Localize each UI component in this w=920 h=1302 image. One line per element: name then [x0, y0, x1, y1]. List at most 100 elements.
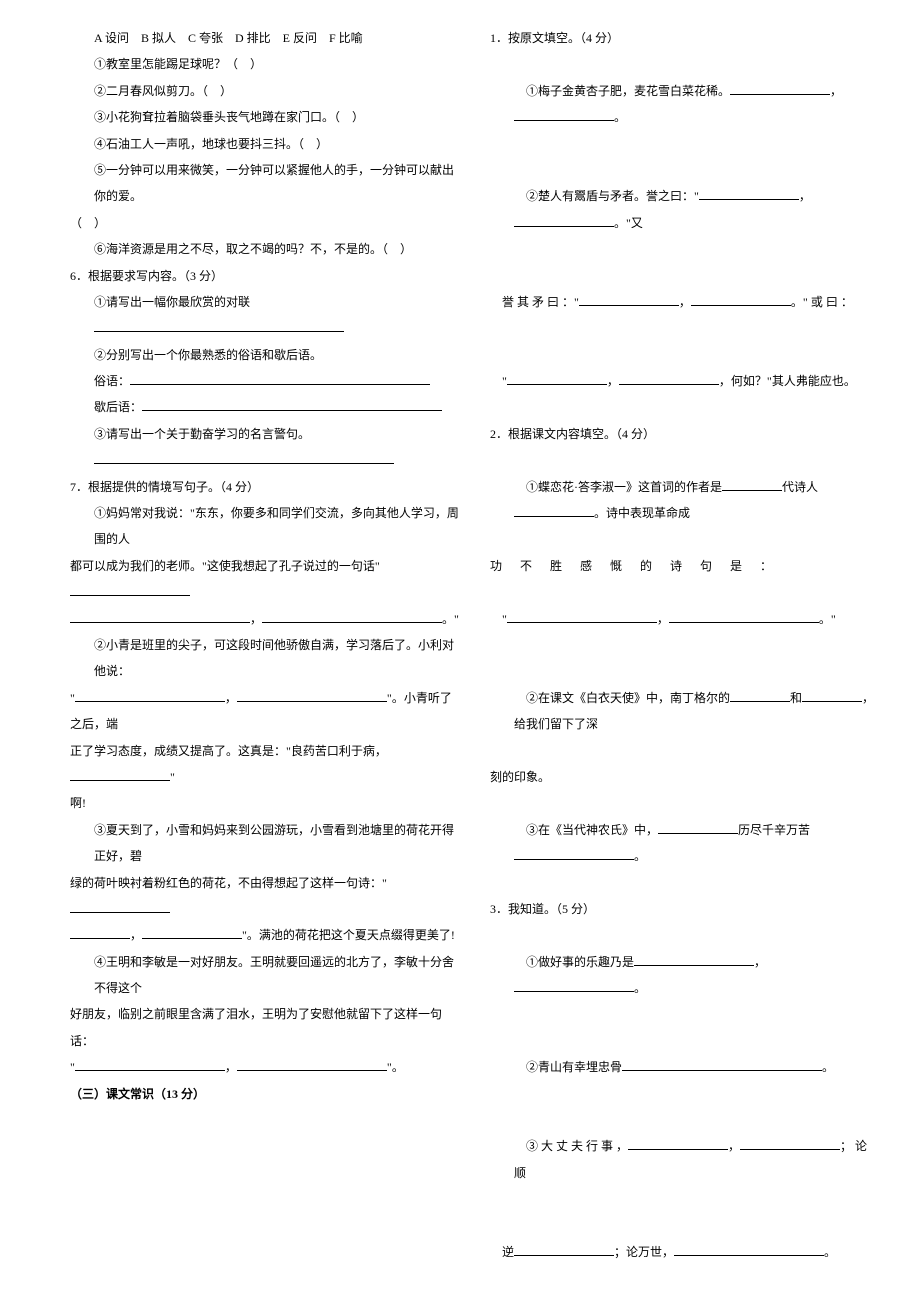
- r2-1a-text: ①蝶恋花·答李淑一》这首词的作者是: [526, 480, 722, 494]
- q5-4: ④石油工人一声吼，地球也要抖三抖。（ ）: [70, 131, 460, 157]
- q6-2b: 歇后语：: [70, 394, 460, 420]
- q6-3-blank: [70, 447, 460, 473]
- blank: [514, 505, 594, 517]
- q5-3: ③小花狗耷拉着脑袋垂头丧气地蹲在家门口。（ ）: [70, 104, 460, 130]
- blank: [237, 690, 387, 702]
- r2-1a: ①蝶恋花·答李淑一》这首词的作者是代诗人。诗中表现革命成: [490, 447, 880, 553]
- r3-1-text: ①做好事的乐趣乃是: [526, 955, 634, 969]
- r2-heading: 2．根据课文内容填空。（4 分）: [490, 421, 880, 447]
- blank: [507, 373, 607, 385]
- q7-1b-text: 都可以成为我们的老师。"这使我想起了孔子说过的一句话": [70, 559, 380, 573]
- q5-5b: （ ）: [70, 210, 460, 236]
- r2-1b: 代诗人: [782, 480, 818, 494]
- r1-2a: ②楚人有鬻盾与矛者。誉之曰："，。"又: [490, 157, 880, 263]
- section-3-heading: （三）课文常识（13 分）: [70, 1081, 460, 1107]
- blank: [507, 611, 657, 623]
- q6-heading: 6．根据要求写内容。（3 分）: [70, 263, 460, 289]
- blank: [619, 373, 719, 385]
- right-column: 1．按原文填空。（4 分） ①梅子金黄杏子肥，麦花雪白菜花稀。，。 ②楚人有鬻盾…: [475, 25, 880, 631]
- q6-3: ③请写出一个关于勤奋学习的名言警句。: [70, 421, 460, 447]
- r3-3b: ，: [728, 1139, 740, 1153]
- r1-1: ①梅子金黄杏子肥，麦花雪白菜花稀。，。: [490, 51, 880, 157]
- r1-2c: 。"又: [614, 216, 643, 230]
- blank: [262, 611, 442, 623]
- r2-2b: 和: [790, 691, 802, 705]
- blank: [514, 848, 634, 860]
- blank: [669, 611, 819, 623]
- r2-3: ③在《当代神农氏》中， 历尽千辛万苦。: [490, 790, 880, 896]
- r1-2i: ，何如？"其人弗能应也。: [719, 374, 856, 388]
- r3-2b: 。: [822, 1060, 834, 1074]
- q7-4c: "，"。: [70, 1054, 460, 1080]
- blank: [514, 1244, 614, 1256]
- blank: [70, 584, 190, 596]
- r3-3d-text: 逆: [502, 1245, 514, 1259]
- r2-3a-text: ③在《当代神农氏》中，: [526, 823, 658, 837]
- left-column: A 设问 B 拟人 C 夸张 D 排比 E 反问 F 比喻 ①教室里怎能踢足球呢…: [70, 25, 475, 631]
- r1-1a: ①梅子金黄杏子肥，麦花雪白菜花稀。: [526, 84, 730, 98]
- q5-2: ②二月春风似剪刀。（ ）: [70, 78, 460, 104]
- r1-1c: 。: [614, 110, 626, 124]
- r1-2g: "，，何如？"其人弗能应也。: [490, 342, 880, 421]
- q7-2d-text: 正了学习态度，成绩又提高了。这真是："良药苦口利于病，: [70, 744, 387, 758]
- r2-3c: 。: [634, 849, 646, 863]
- q7-2b: "，"。小青听了之后，端: [70, 685, 460, 738]
- r1-2a-text: ②楚人有鬻盾与矛者。誉之曰：": [526, 189, 699, 203]
- r2-3b: 历尽千辛万苦: [738, 823, 810, 837]
- blank: [730, 690, 790, 702]
- q7-2d: 正了学习态度，成绩又提高了。这真是："良药苦口利于病，": [70, 738, 460, 791]
- blank: [142, 399, 442, 411]
- blank: [94, 320, 344, 332]
- q6-1-text: ①请写出一幅你最欣赏的对联: [94, 295, 250, 309]
- r3-3a: ③ 大 丈 夫 行 事 ，，； 论 顺: [490, 1107, 880, 1213]
- q6-2a-text: 俗语：: [94, 374, 130, 388]
- blank: [70, 901, 170, 913]
- r3-4a: ④，，我要把有限的生命投: [490, 1292, 880, 1302]
- r1-heading: 1．按原文填空。（4 分）: [490, 25, 880, 51]
- options-line: A 设问 B 拟人 C 夸张 D 排比 E 反问 F 比喻: [70, 25, 460, 51]
- q7-2a: ②小青是班里的尖子，可这段时间他骄傲自满，学习落后了。小利对他说：: [70, 632, 460, 685]
- r1-2e: ，: [679, 295, 691, 309]
- r2-2a-text: ②在课文《白衣天使》中，南丁格尔的: [526, 691, 730, 705]
- blank: [514, 980, 634, 992]
- r1-2f: 。" 或 曰 ：: [791, 295, 853, 309]
- q7-1b: 都可以成为我们的老师。"这使我想起了孔子说过的一句话": [70, 553, 460, 606]
- r3-heading: 3．我知道。（5 分）: [490, 896, 880, 922]
- r2-1f: ，: [657, 612, 669, 626]
- blank: [674, 1244, 824, 1256]
- q7-1a: ①妈妈常对我说："东东，你要多和同学们交流，多向其他人学习，周围的人: [70, 500, 460, 553]
- blank: [740, 1138, 840, 1150]
- blank: [70, 769, 170, 781]
- blank: [730, 83, 830, 95]
- r2-1g: 。": [819, 612, 836, 626]
- blank: [142, 927, 242, 939]
- q7-heading: 7．根据提供的情境写句子。（4 分）: [70, 474, 460, 500]
- blank: [622, 1059, 822, 1071]
- blank: [579, 294, 679, 306]
- r1-2d-text: 誉 其 矛 曰 ：": [502, 295, 579, 309]
- blank: [691, 294, 791, 306]
- blank: [75, 1059, 225, 1071]
- blank: [628, 1138, 728, 1150]
- blank: [514, 109, 614, 121]
- q5-1: ①教室里怎能踢足球呢？（ ）: [70, 51, 460, 77]
- q7-2e: 啊!: [70, 790, 460, 816]
- blank: [722, 479, 782, 491]
- blank: [130, 373, 430, 385]
- q6-1: ①请写出一幅你最欣赏的对联: [70, 289, 460, 342]
- r1-2h: ，: [607, 374, 619, 388]
- blank: [514, 215, 614, 227]
- r3-2-text: ②青山有幸埋忠骨: [526, 1060, 622, 1074]
- q7-4d-text: "。: [387, 1060, 404, 1074]
- q6-2b-text: 歇后语：: [94, 400, 142, 414]
- blank: [70, 611, 250, 623]
- q7-4b: 好朋友，临别之前眼里含满了泪水，王明为了安慰他就留下了这样一句话：: [70, 1001, 460, 1054]
- blank: [75, 690, 225, 702]
- blank: [237, 1059, 387, 1071]
- blank: [634, 954, 754, 966]
- blank: [802, 690, 862, 702]
- q7-3b: 绿的荷叶映衬着粉红色的荷花，不由得想起了这样一句诗：": [70, 870, 460, 923]
- q6-2a: 俗语：: [70, 368, 460, 394]
- blank: [699, 188, 799, 200]
- blank: [94, 452, 394, 464]
